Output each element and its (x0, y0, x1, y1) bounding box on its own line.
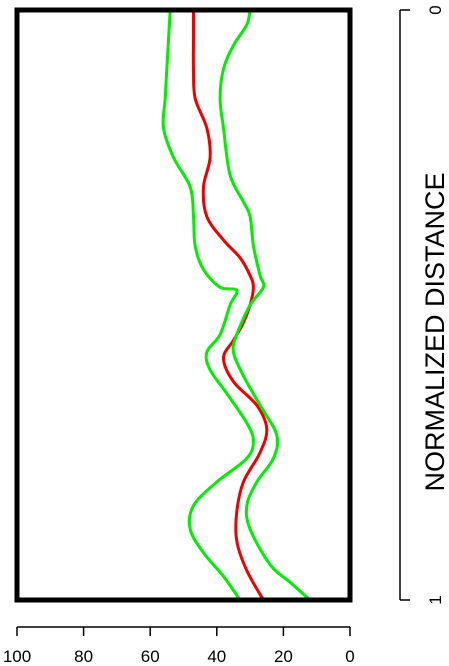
x-tick-label-3: 40 (207, 647, 226, 666)
x-tick-label-4: 20 (274, 647, 293, 666)
x-tick-label-1: 80 (74, 647, 93, 666)
y-tick-label-1: 1 (426, 595, 445, 604)
x-axis-ticks: 100 80 60 40 20 0 (3, 627, 355, 666)
x-tick-label-2: 60 (141, 647, 160, 666)
x-axis: 100 80 60 40 20 0 (3, 626, 355, 666)
plot-frame (14, 7, 353, 603)
y-axis-ticks: 01 (400, 5, 445, 605)
y-axis: 01 NORMALIZED DISTANCE (399, 5, 449, 605)
series-line-1 (161, 9, 255, 601)
y-axis-title: NORMALIZED DISTANCE (420, 172, 449, 491)
series-line-3 (218, 9, 312, 602)
y-tick-label-0: 0 (426, 5, 445, 14)
x-tick-label-5: 0 (345, 647, 354, 666)
plot-lines (161, 9, 312, 602)
x-tick-label-0: 100 (3, 647, 31, 666)
